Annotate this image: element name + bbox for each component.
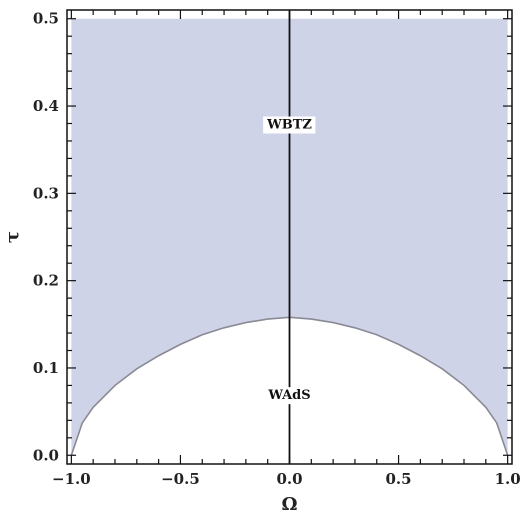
x-tick-label: 0.5 bbox=[386, 470, 412, 488]
x-tick-label: 0.0 bbox=[276, 470, 302, 488]
region-label-wbtz: WBTZ bbox=[263, 116, 316, 134]
y-tick-label: 0.2 bbox=[33, 272, 59, 290]
region-label-background bbox=[264, 387, 314, 405]
y-tick-label: 0.0 bbox=[33, 446, 59, 464]
region-label-text: WBTZ bbox=[266, 118, 312, 133]
y-axis-label: τ bbox=[2, 231, 23, 243]
y-tick-label: 0.3 bbox=[33, 184, 59, 202]
region-label-wads: WAdS bbox=[264, 387, 314, 405]
x-axis-label: Ω bbox=[281, 494, 297, 515]
y-tick-label: 0.4 bbox=[33, 97, 59, 115]
x-tick-label: 1.0 bbox=[495, 470, 521, 488]
region-label-background bbox=[263, 116, 316, 134]
x-tick-label: −0.5 bbox=[161, 470, 200, 488]
y-tick-label: 0.1 bbox=[33, 359, 59, 377]
y-tick-label: 0.5 bbox=[33, 10, 59, 28]
x-tick-label: −1.0 bbox=[52, 470, 91, 488]
region-label-text: WAdS bbox=[267, 388, 310, 403]
